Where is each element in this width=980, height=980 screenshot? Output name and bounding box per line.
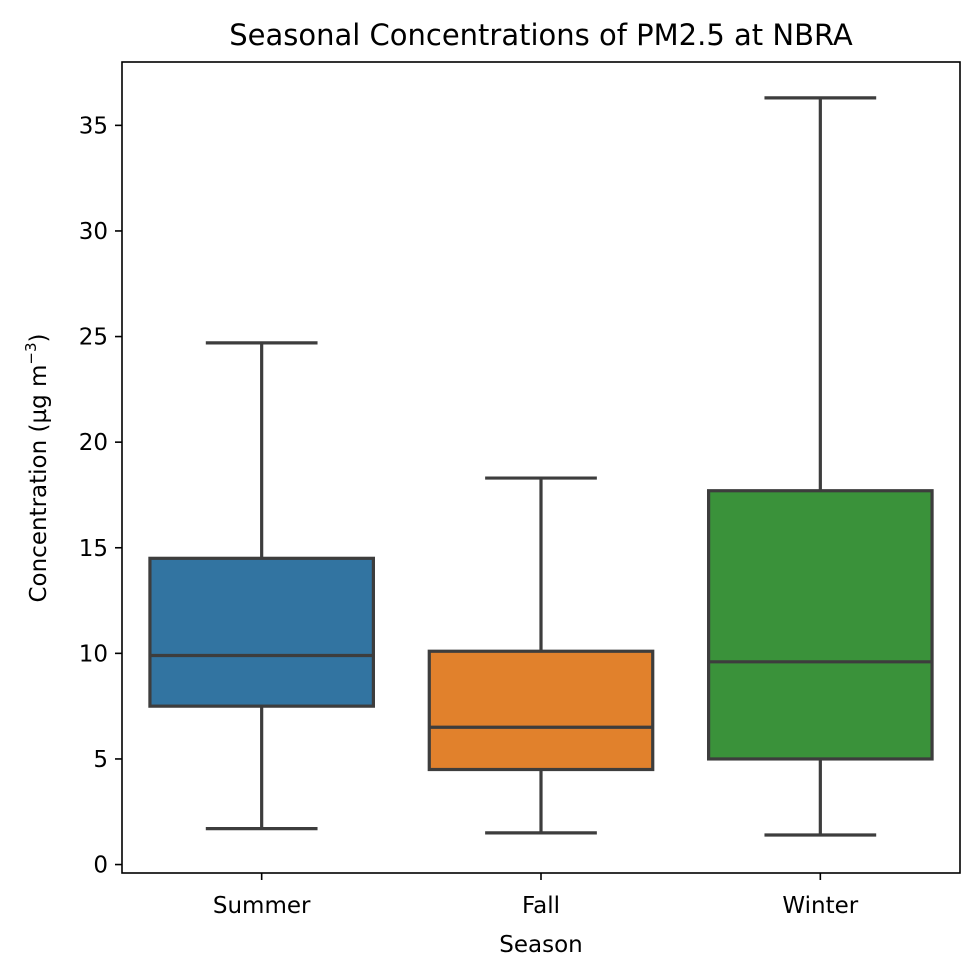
y-axis-ticks: 0 5 10 15 20 25 30 35 [79,113,122,879]
y-tick-label: 15 [79,536,108,562]
y-axis-label-end: ) [26,333,52,342]
box-summer [148,556,375,708]
y-axis-label-main: Concentration (µg m [26,365,52,603]
plot-marks [148,96,934,837]
y-tick-label: 10 [79,641,108,667]
y-tick-label: 5 [93,747,108,773]
x-axis-label: Season [499,932,582,958]
x-tick-label: Winter [782,893,858,919]
y-tick-label: 25 [79,325,108,351]
y-tick-label: 35 [79,113,108,139]
y-tick-label: 30 [79,219,108,245]
y-axis-label: Concentration (µg m−3) [22,333,52,602]
x-tick-label: Fall [522,893,560,919]
box-fall [427,649,655,772]
box-group-winter [706,96,934,837]
y-tick-label: 20 [79,430,108,456]
y-tick-label: 0 [93,853,108,879]
y-axis-label-superscript: −3 [22,342,40,364]
x-tick-label: Summer [213,893,311,919]
box-winter [706,489,934,761]
x-axis-ticks: Summer Fall Winter [213,873,859,919]
box-group-summer [148,341,375,831]
box-group-fall [427,476,655,835]
chart-title: Seasonal Concentrations of PM2.5 at NBRA [229,18,853,52]
